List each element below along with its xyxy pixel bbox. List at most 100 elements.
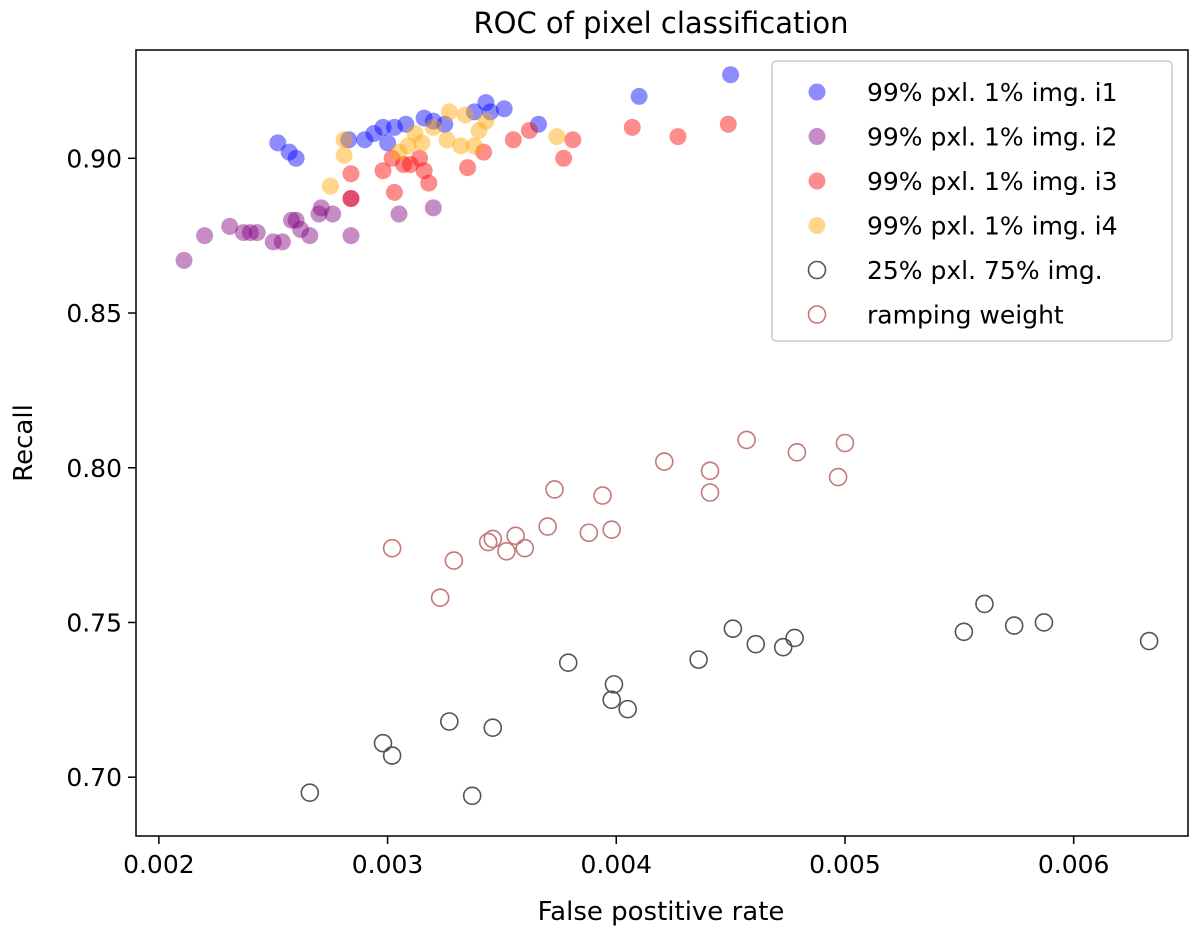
series-5-point-13 bbox=[746, 634, 766, 654]
series-4-point-1 bbox=[321, 177, 339, 195]
series-2-point-14 bbox=[312, 199, 330, 217]
y-tick-label-3: 0.80 bbox=[66, 454, 122, 483]
series-2-point-15 bbox=[324, 205, 342, 223]
series-5-point-4 bbox=[440, 712, 459, 731]
series-5-point-9 bbox=[604, 675, 624, 694]
series-6-point-9 bbox=[538, 517, 557, 536]
series-3-point-14 bbox=[520, 121, 538, 139]
series-1-point-19 bbox=[630, 87, 648, 105]
series-2-point-9 bbox=[283, 211, 301, 229]
series-3-point-3 bbox=[374, 162, 392, 180]
series-3-point-6 bbox=[395, 155, 413, 173]
points-layer bbox=[175, 66, 1159, 806]
series-3-point-10 bbox=[420, 174, 438, 192]
series-5-point-2 bbox=[373, 733, 393, 753]
series-6-point-1 bbox=[382, 538, 402, 558]
series-1-point-4 bbox=[340, 131, 358, 149]
series-2-point-18 bbox=[390, 205, 408, 223]
series-1-point-3 bbox=[287, 149, 305, 167]
y-tick-label-2: 0.75 bbox=[66, 608, 122, 637]
series-5-point-12 bbox=[723, 619, 743, 638]
legend-marker-6 bbox=[807, 305, 827, 324]
legend-label-6: ramping weight bbox=[867, 301, 1064, 330]
series-5-point-10 bbox=[618, 699, 637, 719]
series-1-point-2 bbox=[280, 143, 298, 161]
legend-box bbox=[771, 60, 1173, 342]
series-1-point-7 bbox=[374, 118, 392, 136]
series-1-point-13 bbox=[436, 115, 454, 133]
series-1-point-14 bbox=[465, 103, 483, 121]
legend-marker-2 bbox=[808, 128, 826, 145]
x-tick-label-4: 0.005 bbox=[809, 850, 881, 879]
series-4-point-9 bbox=[438, 131, 456, 149]
series-6-point-4 bbox=[478, 532, 498, 552]
series-2-point-16 bbox=[342, 227, 360, 245]
series-5-point-15 bbox=[785, 628, 804, 648]
series-3-point-16 bbox=[564, 131, 582, 149]
series-4-point-6 bbox=[406, 125, 424, 143]
series-6-point-6 bbox=[497, 542, 516, 561]
series-5-point-11 bbox=[689, 650, 708, 669]
series-1-point-8 bbox=[379, 134, 397, 152]
series-1-point-15 bbox=[477, 94, 495, 112]
series-2-point-1 bbox=[175, 251, 193, 269]
series-3-point-4 bbox=[383, 149, 401, 167]
legend-label-1: 99% pxl. 1% img. i1 bbox=[867, 78, 1118, 107]
series-6-point-8 bbox=[515, 538, 535, 558]
series-1-point-11 bbox=[415, 109, 433, 127]
plot-frame bbox=[135, 49, 1189, 837]
series-2-point-11 bbox=[292, 220, 310, 238]
series-4-point-8 bbox=[424, 118, 442, 136]
series-4-point-7 bbox=[413, 134, 431, 152]
series-1-point-16 bbox=[481, 103, 499, 121]
legend-label-2: 99% pxl. 1% img. i2 bbox=[867, 123, 1118, 152]
series-6-point-18 bbox=[787, 442, 807, 462]
legend-label-4: 99% pxl. 1% img. i4 bbox=[867, 212, 1118, 241]
series-5-point-5 bbox=[462, 786, 482, 806]
series-6-point-20 bbox=[835, 433, 855, 453]
series-3-point-7 bbox=[401, 155, 419, 173]
series-6-point-13 bbox=[602, 520, 621, 539]
legend-marker-1 bbox=[808, 83, 826, 101]
series-5-point-7 bbox=[558, 653, 578, 673]
series-2-point-2 bbox=[196, 227, 214, 245]
series-5-point-3 bbox=[382, 746, 402, 765]
x-tick-label-3: 0.004 bbox=[580, 850, 652, 879]
series-6-point-10 bbox=[545, 480, 564, 499]
series-4-point-14 bbox=[470, 121, 488, 139]
series-1-point-1 bbox=[269, 134, 287, 152]
series-1-point-6 bbox=[365, 125, 383, 143]
series-5-point-14 bbox=[773, 637, 793, 657]
series-3-point-19 bbox=[719, 115, 737, 133]
series-3-point-11 bbox=[459, 159, 477, 177]
series-5-point-18 bbox=[1004, 616, 1024, 635]
series-2-point-19 bbox=[424, 199, 442, 217]
y-tick-label-5: 0.90 bbox=[66, 144, 122, 173]
series-2-point-10 bbox=[287, 211, 305, 229]
series-6-point-14 bbox=[654, 452, 674, 471]
series-3-point-8 bbox=[411, 149, 429, 167]
x-axis: 0.002 0.003 0.004 0.005 0.006 bbox=[123, 836, 1109, 879]
series-6-point-11 bbox=[579, 523, 599, 543]
legend: 99% pxl. 1% img. i1 99% pxl. 1% img. i2 99… bbox=[771, 60, 1173, 342]
series-2-point-7 bbox=[264, 233, 282, 251]
series-3-point-1 bbox=[342, 165, 360, 183]
series-4-point-15 bbox=[477, 112, 495, 130]
series-1-point-20 bbox=[722, 66, 740, 84]
series-5-point-8 bbox=[602, 690, 621, 710]
series-6-point-19 bbox=[828, 467, 848, 487]
y-tick-label-4: 0.85 bbox=[66, 299, 122, 328]
y-axis-label: Recall bbox=[9, 404, 39, 482]
series-6-point-2 bbox=[430, 588, 450, 608]
series-2-point-8 bbox=[273, 233, 291, 251]
series-4-point-11 bbox=[452, 137, 470, 155]
series-4-point-16 bbox=[548, 128, 566, 146]
series-4-point-2 bbox=[335, 146, 353, 164]
series-3-point-18 bbox=[669, 128, 687, 146]
series-2-point-6 bbox=[248, 224, 266, 242]
x-tick-label-2: 0.003 bbox=[352, 850, 424, 879]
series-3-point-17 bbox=[623, 118, 641, 136]
series-4-point-4 bbox=[390, 143, 408, 161]
y-tick-label-1: 0.70 bbox=[66, 763, 122, 792]
